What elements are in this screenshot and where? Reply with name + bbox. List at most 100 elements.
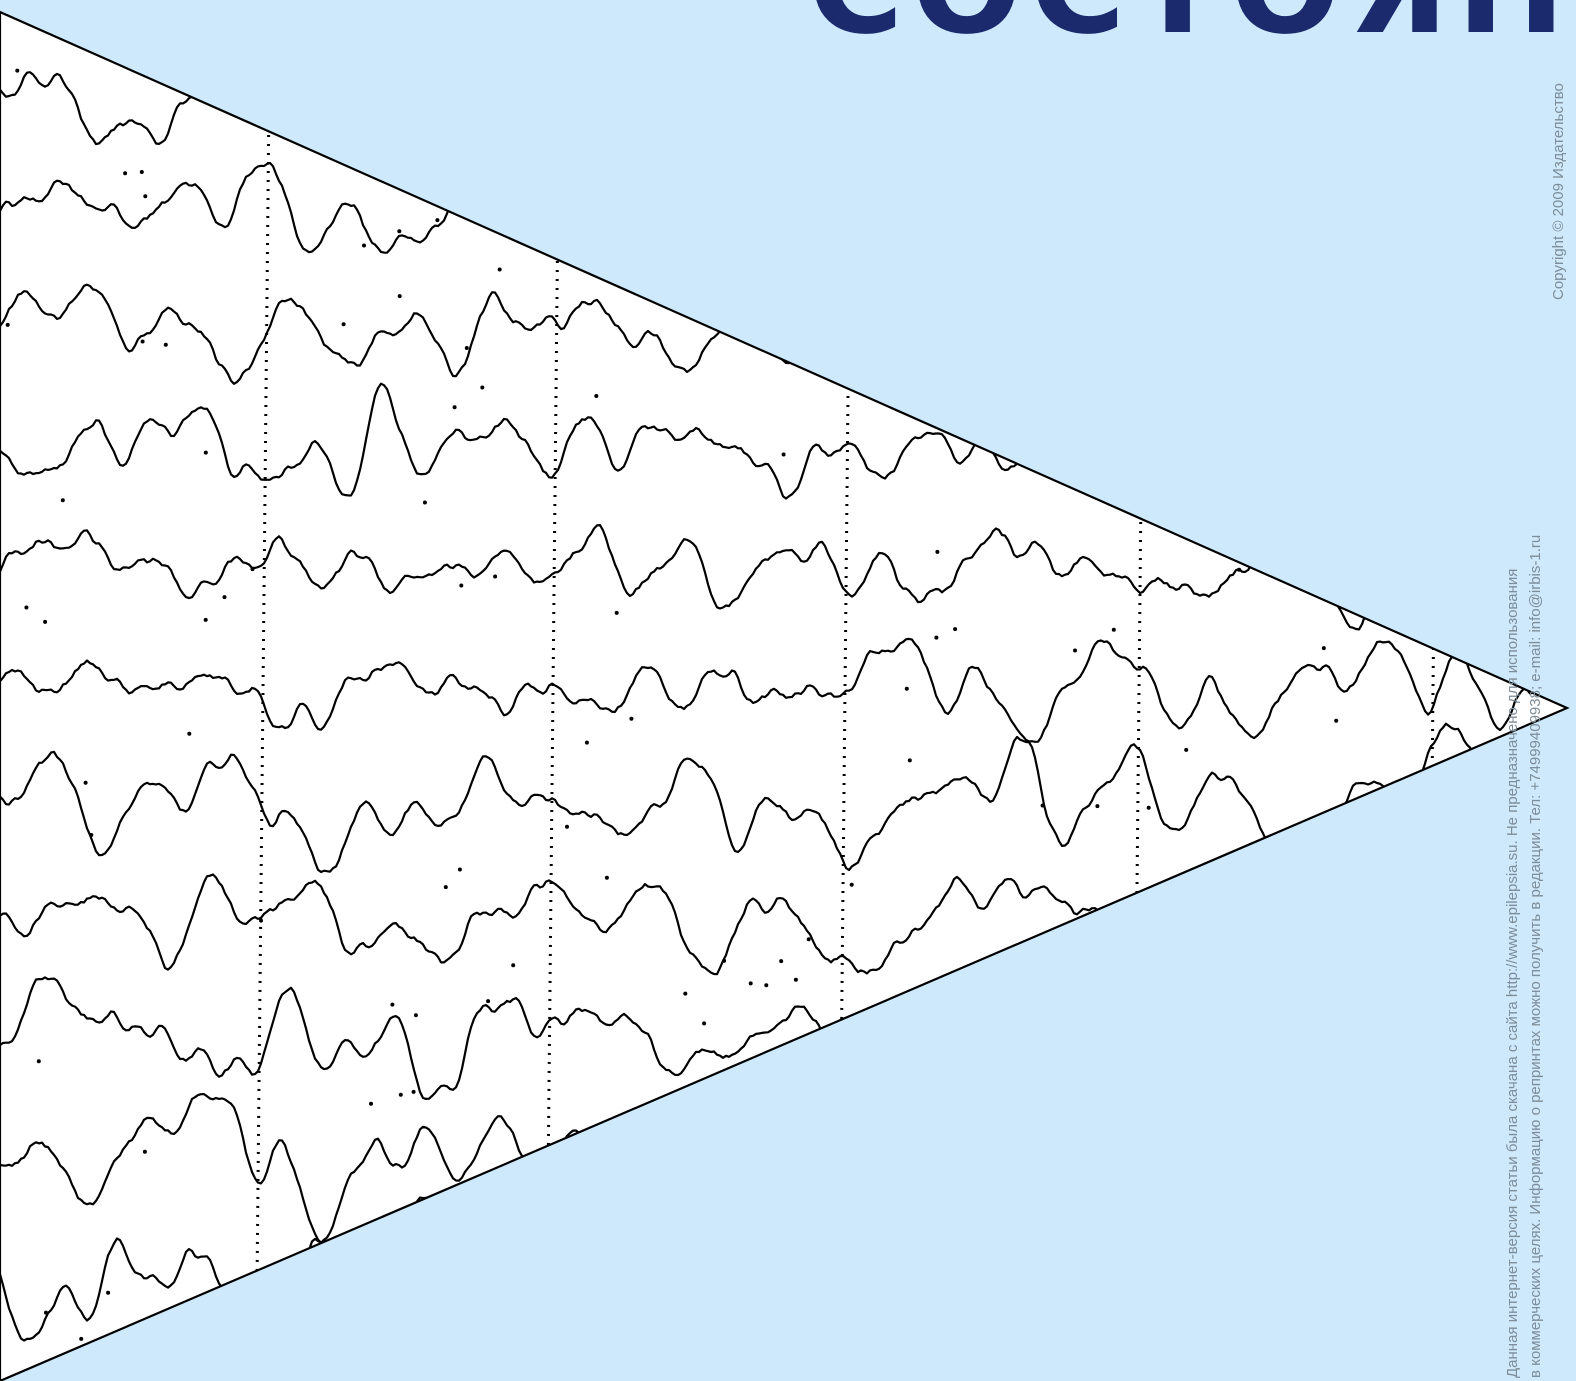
grid-dot [15,68,20,73]
grid-dot [1335,248,1340,253]
grid-dot [341,322,346,327]
grid-dot [944,217,949,222]
download-notice-line-2: в коммерческих целях. Информацию о репри… [1527,534,1544,1378]
grid-dot [1073,648,1077,653]
grid-dot [745,1235,750,1240]
grid-dot [369,1101,373,1106]
grid-dot [1434,831,1439,836]
grid-dot [1076,1128,1081,1133]
grid-dot [1007,106,1012,111]
grid-dot [422,500,427,505]
grid-dot [1289,1098,1294,1102]
grid-dot [828,132,833,137]
grid-dot [452,405,457,410]
grid-dot [934,635,939,640]
grid-dot [464,346,469,350]
grid-dot [1080,62,1085,67]
grid-dot [435,218,440,223]
grid-dot [139,170,144,174]
grid-dot [702,1021,707,1026]
grid-dot [106,1290,111,1295]
grid-dot [259,918,263,923]
grid-dot [1294,286,1299,291]
grid-dot [203,450,208,455]
grid-dot [163,342,168,347]
grid-dot [1473,203,1478,208]
grid-dot [1111,627,1116,632]
grid-dot [390,1002,395,1007]
grid-dot [511,963,516,968]
grid-dot [1041,29,1046,34]
grid-dot [397,229,402,234]
heading-fragment: СОСТОЯНИЯ [808,0,1576,52]
grid-dot [806,937,811,942]
grid-dot [1334,718,1339,723]
grid-dot [486,999,491,1004]
grid-dot [140,339,145,344]
grid-dot [532,144,537,149]
grid-dot [1172,1015,1177,1020]
grid-dot [305,68,310,73]
grid-dot [753,1165,757,1170]
grid-dot [417,150,422,155]
grid-dot [1393,1290,1398,1295]
grid-dot [848,279,853,284]
grid-dot [143,194,148,199]
grid-dot [1419,47,1424,52]
grid-dot [1084,432,1089,437]
grid-dot [497,267,502,272]
grid-dot [853,331,858,336]
grid-dot [493,574,498,579]
grid-dot [362,243,366,248]
grid-dot [1111,217,1116,222]
grid-dot [1338,239,1343,244]
grid-dot [79,1336,84,1341]
grid-dot [222,595,227,600]
grid-dot [849,882,854,887]
grid-dot [1198,432,1203,437]
grid-dot [1382,1223,1387,1228]
grid-dot [1179,996,1184,1001]
grid-dot [594,394,599,398]
grid-dot [748,981,753,986]
grid-dot [398,1092,403,1097]
grid-dot [1373,327,1377,332]
grid-dot [564,1165,569,1170]
grid-dot [480,385,485,390]
grid-dot [1312,276,1317,281]
grid-dot [1327,300,1332,305]
grid-dot [203,617,208,622]
grid-dot [1323,469,1328,474]
grid-dot [1274,2,1278,6]
grid-dot [411,1089,416,1094]
grid-dot [1487,1275,1492,1280]
grid-dot [1144,1350,1149,1354]
grid-dot [1471,1309,1476,1314]
copyright-notice: Copyright © 2009 Издательство [1550,83,1567,300]
grid-dot [957,86,962,91]
grid-dot [506,45,511,50]
grid-dot [584,740,589,745]
grid-dot [1311,889,1316,894]
grid-dot [934,1283,939,1288]
grid-dot [766,271,771,276]
grid-dot [683,991,688,996]
eeg-trace-6 [0,637,1567,743]
grid-dot [1321,646,1326,651]
grid-dot [1328,1352,1333,1357]
grid-dot [1146,805,1151,810]
figure-border [0,10,1570,1381]
grid-dot [565,824,569,829]
grid-dot [614,610,619,615]
grid-dot [1364,460,1368,465]
grid-dot [187,731,192,736]
grid-dot [443,885,448,890]
grid-dot [764,983,769,988]
grid-dot [123,171,128,176]
grid-dot [1384,838,1389,843]
grid-dot [1145,929,1150,934]
grid-dot [1347,915,1352,920]
grid-dot [459,583,464,588]
